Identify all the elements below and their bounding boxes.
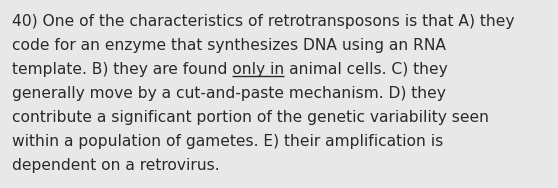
Text: 40) One of the characteristics of retrotransposons is that A) they: 40) One of the characteristics of retrot… <box>12 14 514 29</box>
Text: within a population of gametes. E) their amplification is: within a population of gametes. E) their… <box>12 134 443 149</box>
Text: template. B) they are found only in animal cells. C) they: template. B) they are found only in anim… <box>12 62 448 77</box>
Text: contribute a significant portion of the genetic variability seen: contribute a significant portion of the … <box>12 110 489 125</box>
Text: dependent on a retrovirus.: dependent on a retrovirus. <box>12 158 220 173</box>
Text: generally move by a cut-and-paste mechanism. D) they: generally move by a cut-and-paste mechan… <box>12 86 446 101</box>
Text: code for an enzyme that synthesizes DNA using an RNA: code for an enzyme that synthesizes DNA … <box>12 38 446 53</box>
